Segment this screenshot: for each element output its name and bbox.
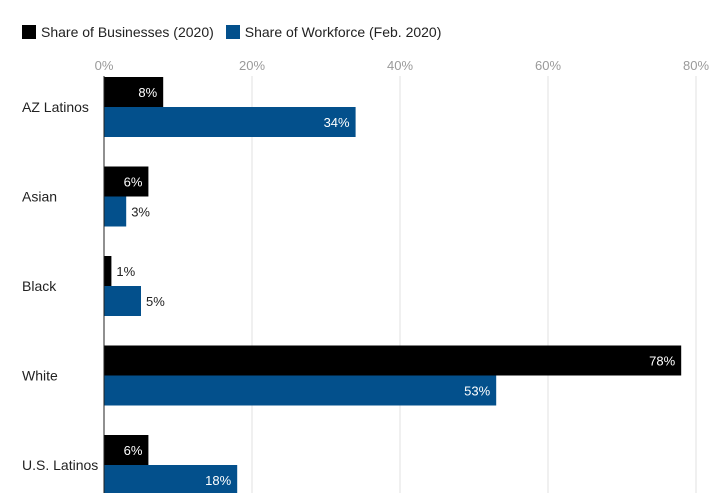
category-label: AZ Latinos: [22, 99, 89, 115]
bar: [104, 375, 497, 406]
category-label: U.S. Latinos: [22, 457, 98, 473]
bar: [104, 345, 682, 376]
bar: [104, 286, 141, 316]
bar: [104, 465, 238, 493]
legend-item-workforce[interactable]: Share of Workforce (Feb. 2020): [225, 24, 442, 40]
data-label: 18%: [205, 473, 231, 488]
data-label: 1%: [116, 264, 135, 279]
bar: [104, 196, 127, 227]
x-tick-label: 0%: [95, 58, 114, 73]
data-label: 6%: [124, 443, 143, 458]
legend: Share of Businesses (2020) Share of Work…: [22, 24, 453, 40]
x-tick-label: 80%: [683, 58, 709, 73]
legend-label-workforce: Share of Workforce (Feb. 2020): [244, 24, 442, 40]
data-label: 5%: [146, 294, 165, 309]
x-tick-label: 60%: [535, 58, 561, 73]
data-label: 78%: [649, 354, 675, 369]
data-label: 6%: [124, 175, 143, 190]
category-label: Asian: [22, 189, 57, 205]
legend-swatch-workforce: [225, 25, 240, 39]
category-label: Black: [22, 278, 57, 294]
x-tick-label: 20%: [239, 58, 265, 73]
data-label: 8%: [138, 85, 157, 100]
legend-label-businesses: Share of Businesses (2020): [41, 24, 214, 40]
data-label: 53%: [464, 384, 490, 399]
bar: [104, 435, 149, 465]
data-label: 3%: [131, 205, 150, 220]
legend-item-businesses[interactable]: Share of Businesses (2020): [22, 24, 214, 40]
grid: [251, 76, 697, 493]
bars: 8% 34% 6% 3% 1% 5% 78% 53% 6% 18%: [104, 77, 682, 493]
x-tick-label: 40%: [387, 58, 413, 73]
bar: [104, 166, 149, 197]
bar: [104, 107, 356, 137]
x-axis-ticks: 0% 20% 40% 60% 80%: [95, 58, 710, 73]
data-label: 34%: [324, 115, 350, 130]
category-labels: AZ Latinos Asian Black White U.S. Latinos: [22, 99, 98, 473]
category-label: White: [22, 368, 58, 384]
bar: [104, 256, 112, 286]
bar: [104, 77, 164, 107]
legend-swatch-businesses: [22, 25, 36, 39]
